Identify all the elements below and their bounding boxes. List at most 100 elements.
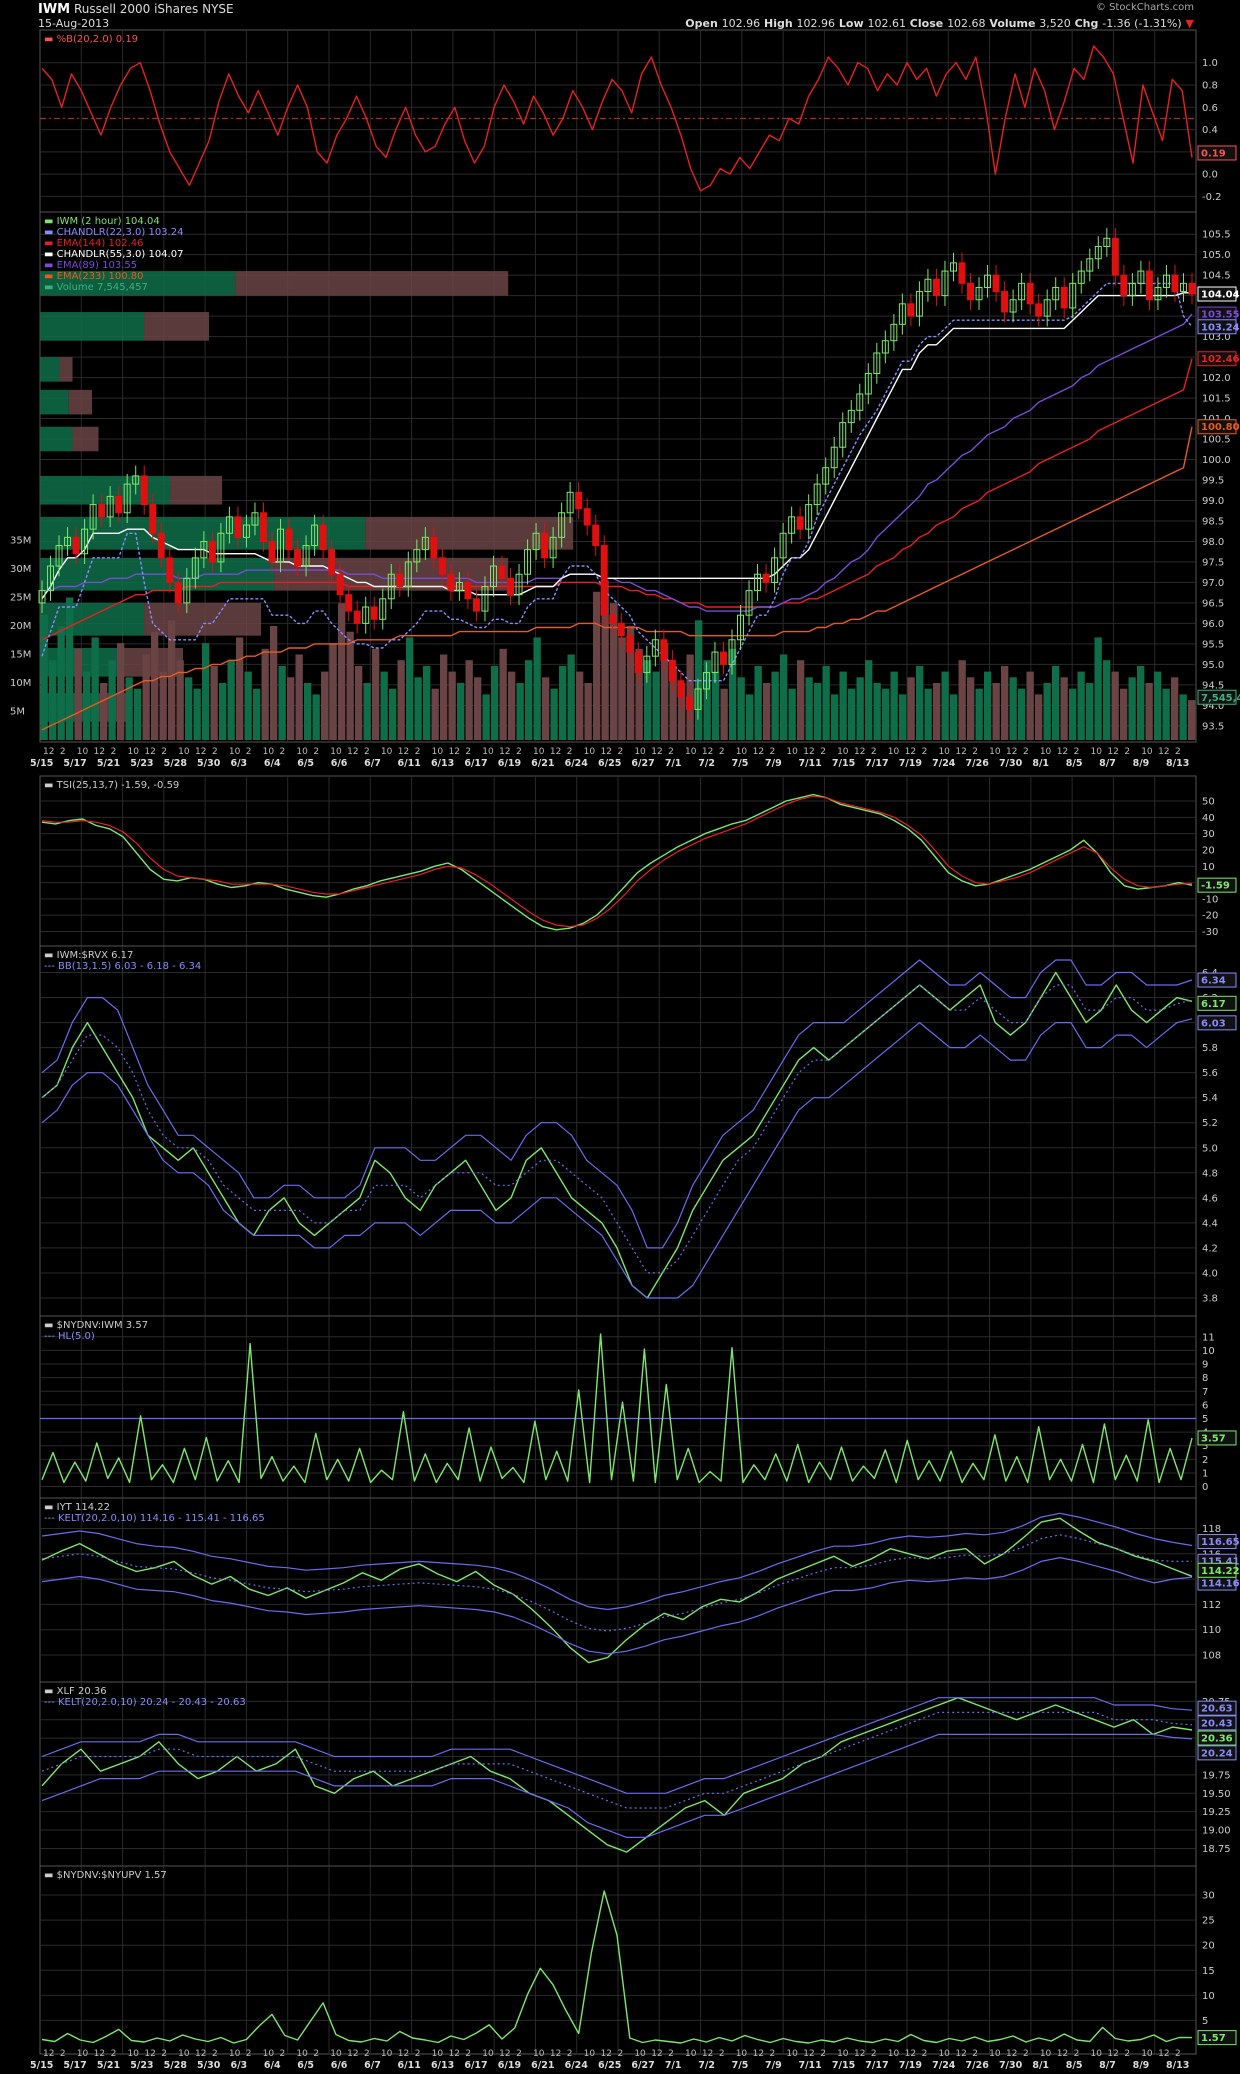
bottom-axis-date-label: 6/27 <box>631 2060 654 2071</box>
price-axis-hour-label: 12 <box>499 747 510 757</box>
bottom-axis-hour-label: 2 <box>1175 2049 1181 2059</box>
volume-bar <box>890 671 898 740</box>
volume-bar <box>142 654 150 740</box>
price-tag: 104.04 <box>1201 290 1240 301</box>
bottom-axis-hour-label: 2 <box>280 2049 286 2059</box>
nydnv_iwm-y-tick-label: 0 <box>1202 1482 1208 1493</box>
nydnv_iwm-y-tick-label: 8 <box>1202 1373 1208 1384</box>
bottom-axis-hour-label: 12 <box>753 2049 764 2059</box>
candle-body <box>549 536 557 559</box>
volume-bar <box>321 671 329 740</box>
candle-body <box>532 532 540 551</box>
price-axis-date-label: 7/11 <box>798 758 821 769</box>
candle-body <box>609 614 617 624</box>
candle-body <box>208 540 216 563</box>
bottom-axis-hour-label: 12 <box>144 2049 155 2059</box>
bottom-axis-hour-label: 10 <box>584 2049 596 2059</box>
candle-body <box>524 549 532 575</box>
pctb-y-tick-label: -0.2 <box>1202 192 1222 203</box>
candle-body <box>1103 237 1111 247</box>
candle-body <box>149 504 157 534</box>
candle-body <box>302 545 310 567</box>
price-axis-hour-label: 10 <box>786 747 798 757</box>
candle-body <box>336 573 344 596</box>
bottom-axis-date-label: 6/4 <box>264 2060 281 2071</box>
price-axis-date-label: 6/25 <box>598 758 621 769</box>
iyt-last-tag: 114.22 <box>1201 1566 1240 1577</box>
price-axis-hour-label: 2 <box>246 747 252 757</box>
candle-body <box>728 639 736 665</box>
volume-bar <box>83 671 91 740</box>
volume-bar <box>423 665 431 740</box>
candle-body <box>813 483 821 506</box>
candle-body <box>166 557 174 583</box>
volume-bar <box>125 677 133 740</box>
volume-bar <box>1162 688 1170 740</box>
price-axis-hour-label: 2 <box>111 747 117 757</box>
price-y-tick-label: 94.5 <box>1202 680 1224 691</box>
price-axis-date-label: 6/27 <box>631 758 654 769</box>
volume-bar <box>805 677 813 740</box>
volume-bar <box>236 637 244 740</box>
tsi-title: ▬ TSI(25,13,7) -1.59, -0.59 <box>44 780 179 791</box>
iyt-y-tick-label: 118 <box>1202 1524 1221 1535</box>
price-axis-hour-label: 2 <box>668 747 674 757</box>
symbol: IWM <box>38 2 71 17</box>
price-axis-date-label: 7/17 <box>865 758 888 769</box>
bottom-axis-hour-label: 10 <box>685 2049 697 2059</box>
bottom-axis-hour-label: 2 <box>364 2049 370 2059</box>
nydnv_nyupv-series-line <box>41 1890 1193 2044</box>
vbp-down-bar <box>68 389 93 415</box>
candle-body <box>651 639 659 657</box>
price-axis-hour-label: 12 <box>94 747 105 757</box>
vbp-down-bar <box>59 357 73 382</box>
candle-body <box>1180 282 1187 293</box>
tsi-y-tick-label: 40 <box>1202 813 1215 824</box>
bottom-axis-hour-label: 2 <box>313 2049 319 2059</box>
bottom-axis-date-label: 5/17 <box>63 2060 86 2071</box>
nydnv_nyupv-y-tick-label: 20 <box>1202 1941 1215 1952</box>
tsi-y-tick-label: -30 <box>1202 927 1218 938</box>
price-axis-hour-label: 12 <box>854 747 865 757</box>
price-y-tick-label: 103.0 <box>1202 332 1231 343</box>
volume-tick-label: 25M <box>10 593 31 604</box>
tsi-y-tick-label: -10 <box>1202 894 1218 905</box>
nydnv_iwm-title: ▬ $NYDNV:IWM 3.57 <box>44 1320 148 1331</box>
nydnv_iwm-y-tick-label: 1 <box>1202 1468 1208 1479</box>
bottom-axis-date-label: 6/3 <box>230 2060 247 2071</box>
volume-bar <box>737 677 745 740</box>
bottom-axis-hour-label: 2 <box>212 2049 218 2059</box>
security-name: Russell 2000 iShares <box>73 2 199 16</box>
bottom-axis-hour-label: 10 <box>1141 2049 1153 2059</box>
iyt-upper-tag: 116.65 <box>1201 1537 1240 1548</box>
candle-body <box>115 495 123 514</box>
bottom-axis-hour-label: 12 <box>1057 2049 1068 2059</box>
price-axis-hour-label: 10 <box>296 747 308 757</box>
candle-body <box>558 512 566 538</box>
bottom-axis-hour-label: 10 <box>229 2049 241 2059</box>
vbp-up-bar <box>40 357 60 382</box>
volume-tick-label: 10M <box>10 678 31 689</box>
price-y-tick-label: 105.0 <box>1202 250 1231 261</box>
price-y-tick-label: 97.0 <box>1202 578 1224 589</box>
price-axis-hour-label: 12 <box>1006 747 1017 757</box>
volume-bar <box>244 671 252 740</box>
candle-body <box>915 291 923 317</box>
price-tag: 103.55 <box>1201 310 1240 321</box>
price-axis-hour-label: 2 <box>415 747 421 757</box>
bottom-axis-hour-label: 12 <box>905 2049 916 2059</box>
volume-bar <box>278 665 286 740</box>
xlf-y-tick-label: 18.75 <box>1202 1844 1231 1855</box>
price-y-tick-label: 104.5 <box>1202 271 1231 282</box>
candle-body <box>447 573 455 592</box>
ratio-series-line <box>41 984 1193 1274</box>
ratio-subtitle: --- BB(13,1.5) 6.03 - 6.18 - 6.34 <box>44 961 201 972</box>
price-axis-hour-label: 10 <box>178 747 190 757</box>
price-axis-hour-label: 10 <box>432 747 444 757</box>
bottom-axis-date-label: 6/19 <box>498 2060 521 2071</box>
volume-bar <box>1086 683 1094 740</box>
volume-bar <box>635 648 643 740</box>
nydnv-iwm-last-tag: 3.57 <box>1201 1433 1226 1444</box>
price-axis-date-label: 7/26 <box>966 758 990 769</box>
candle-body <box>1009 299 1017 313</box>
